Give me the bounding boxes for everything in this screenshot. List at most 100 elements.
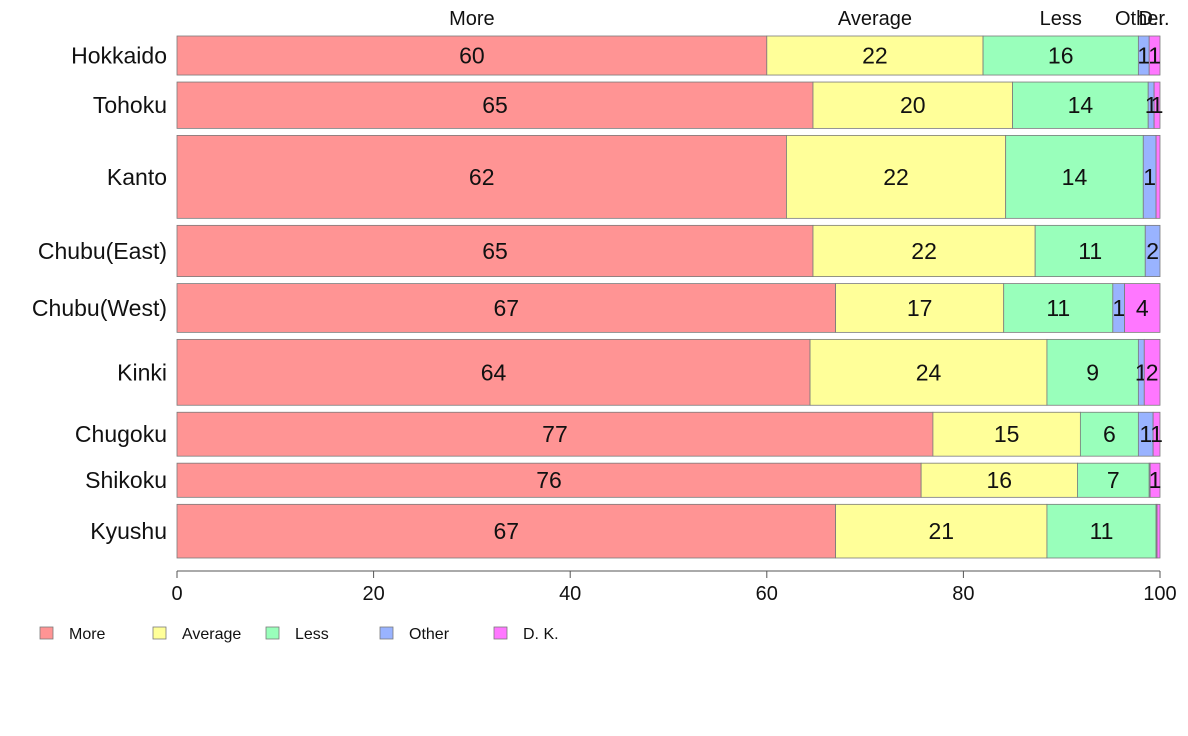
bar-value-label: 60 (459, 43, 485, 69)
bar-value-label: 20 (900, 92, 926, 118)
region-labels: Hokkaido Tohoku Kanto Chubu(East) Chubu(West… (32, 43, 167, 545)
bar-value-label: 77 (542, 421, 568, 447)
bar-segment-d-k (1149, 462, 1161, 498)
region-label: Chugoku (75, 421, 167, 447)
column-label: Average (838, 8, 912, 30)
bar-value-label: 11 (1090, 518, 1114, 544)
bar-value-label: 65 (482, 92, 508, 118)
bar-segment-d-k (1152, 411, 1161, 457)
bar-value-label: 16 (1048, 43, 1074, 69)
bar-value-label: 22 (883, 164, 909, 190)
region-label: Kinki (117, 359, 167, 385)
column-label: Less (1040, 8, 1082, 30)
bar-segment-average (920, 462, 1078, 498)
region-label: Hokkaido (71, 43, 167, 69)
legend-label: Less (295, 626, 329, 643)
bar-segment-average (835, 503, 1048, 559)
bar-value-label: 9 (1086, 359, 1099, 385)
bar-segment-more (176, 462, 922, 498)
x-tick-label: 100 (1143, 583, 1176, 605)
bar-segment-less (1046, 338, 1139, 406)
bar-value-label: 67 (494, 518, 520, 544)
x-tick-label: 0 (171, 583, 182, 605)
legend-label: Other (409, 626, 450, 643)
legend-label: Average (182, 626, 241, 643)
bar-segment-more (176, 283, 837, 333)
bar-segment-average (786, 134, 1007, 219)
bar-value-label: 15 (994, 421, 1020, 447)
bar-value-label: 76 (536, 467, 562, 493)
bar-segment-average (812, 224, 1036, 277)
bar-segment-less (1077, 462, 1150, 498)
bar-segment-less (1012, 81, 1149, 129)
bar-segment-d-k (1124, 283, 1161, 333)
bar-segment-average (835, 283, 1005, 333)
bar-value-label: 24 (916, 359, 942, 385)
bar-value-label: 14 (1062, 164, 1088, 190)
x-axis: 0 20 40 60 80 100 (171, 570, 1177, 605)
bar-value-label: 67 (494, 295, 520, 321)
bar-segment-more (176, 411, 934, 457)
bar-value-label: 62 (469, 164, 495, 190)
bar-value-label: 22 (911, 238, 937, 264)
bar-segment-average (766, 35, 984, 76)
region-label: Chubu(West) (32, 295, 167, 321)
bar-segment-less (1003, 283, 1114, 333)
bar-segment-average (932, 411, 1081, 457)
bar-segment-other (1144, 224, 1161, 277)
legend-swatch (152, 626, 167, 640)
bar-value-label: 7 (1107, 467, 1120, 493)
bar-value-label: 1 (1143, 164, 1156, 190)
bar-value-label: 11 (1046, 295, 1070, 321)
bar-segment-less (1046, 503, 1157, 559)
bar-value-label: 1 (1112, 295, 1125, 321)
bar-segment-d-k (1148, 35, 1161, 76)
bar-value-label: 2 (1146, 238, 1159, 264)
bar-value-label: 65 (482, 238, 508, 264)
bar-segment-d-k (1143, 338, 1161, 406)
legend-label: D. K. (523, 626, 559, 643)
bar-value-label: 4 (1136, 295, 1149, 321)
bar-value-label: 17 (907, 295, 933, 321)
bar-value-label: 1 (1151, 92, 1164, 118)
x-tick-label: 40 (559, 583, 581, 605)
region-label: Kyushu (90, 518, 167, 544)
x-tick-label: 60 (756, 583, 778, 605)
region-label: Chubu(East) (38, 238, 167, 264)
bar-segment-less (1005, 134, 1144, 219)
bar-segment-average (812, 81, 1013, 129)
bar-value-label: 6 (1103, 421, 1116, 447)
column-label: D... (1138, 8, 1169, 30)
legend-label: More (69, 626, 106, 643)
bar-segment-less (1034, 224, 1146, 277)
legend-swatch (379, 626, 394, 640)
column-label: More (449, 8, 495, 30)
bar-segment-d-k (1156, 503, 1161, 559)
region-label: Shikoku (85, 467, 167, 493)
column-label: Other (1115, 8, 1165, 30)
bar-segment-more (176, 224, 814, 277)
bar-value-label: 16 (986, 467, 1012, 493)
region-label: Kanto (107, 164, 167, 190)
x-tick-label: 20 (362, 583, 384, 605)
region-label: Tohoku (93, 92, 167, 118)
bar-value-label: 1 (1149, 467, 1162, 493)
bar-value-label: 14 (1068, 92, 1094, 118)
x-tick-label: 80 (952, 583, 974, 605)
bar-value-label: 1 (1137, 43, 1150, 69)
bar-segment-more (176, 81, 814, 129)
column-labels: More Average Less OtherD... (449, 8, 1169, 30)
bar-value-label: 1 (1150, 421, 1163, 447)
bar-value-label: 21 (928, 518, 954, 544)
bar-value-label: 1 (1139, 421, 1152, 447)
bar-value-label: 2 (1146, 359, 1159, 385)
legend-swatch (39, 626, 54, 640)
legend-swatch (265, 626, 280, 640)
bar-segment-d-k (1155, 134, 1161, 219)
bar-value-label: 11 (1078, 238, 1102, 264)
bar-value-label: 1 (1148, 43, 1161, 69)
bar-segment-d-k (1153, 81, 1161, 129)
bar-segment-average (809, 338, 1048, 406)
